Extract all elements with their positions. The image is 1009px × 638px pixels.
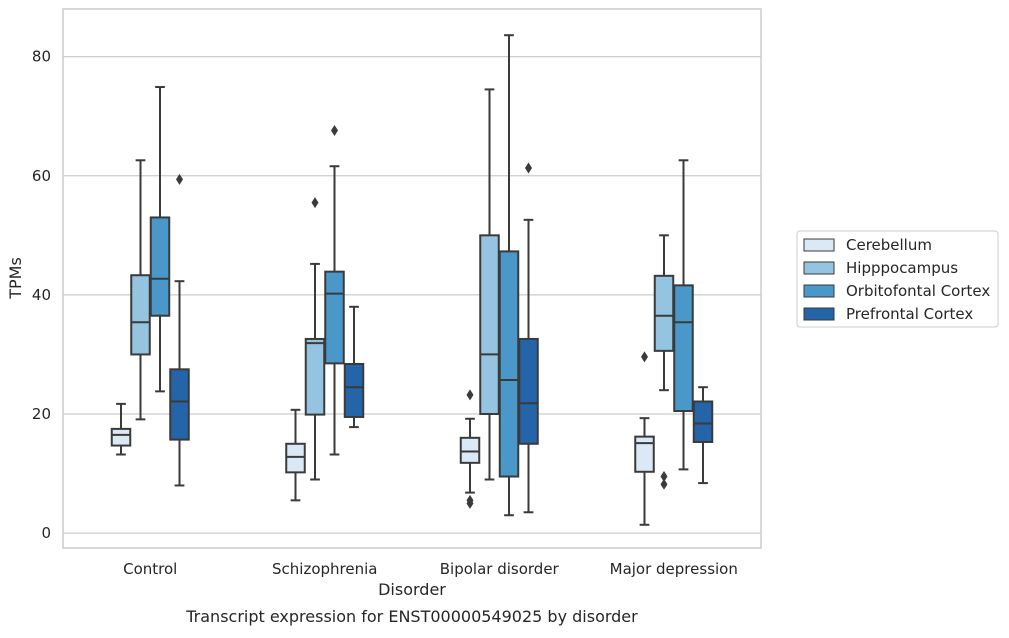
- box-orbitofontal-cortex: [149, 86, 171, 393]
- legend-label: Cerebellum: [846, 236, 932, 254]
- plot-frame: [62, 8, 762, 549]
- box-hipppocampus: [479, 88, 500, 481]
- x-tick-label: Schizophrenia: [272, 560, 377, 578]
- x-tick-label: Control: [123, 560, 177, 578]
- legend-item: Cerebellum: [803, 236, 932, 254]
- x-tick-label: Bipolar disorder: [440, 560, 560, 578]
- outlier-point: [525, 162, 532, 174]
- iqr-box: [343, 362, 365, 418]
- legend-swatch: [803, 261, 835, 275]
- y-tick-label: 20: [32, 405, 51, 423]
- box-hipppocampus: [130, 159, 151, 421]
- legend: Cerebellum Hipppocampus Orbitofontal Corte…: [796, 230, 999, 328]
- box-cerebellum: [110, 402, 132, 456]
- box-orbitofontal-cortex: [324, 124, 345, 456]
- legend-label: Orbitofontal Cortex: [846, 282, 990, 300]
- outlier-point: [660, 471, 668, 483]
- y-tick-label: 40: [32, 286, 51, 304]
- outlier-point: [311, 197, 319, 209]
- legend-label: Prefrontal Cortex: [846, 305, 973, 323]
- iqr-box: [324, 270, 345, 365]
- iqr-box: [479, 234, 500, 415]
- figure-caption: Transcript expression for ENST0000054902…: [185, 607, 638, 626]
- x-axis-label: Disorder: [378, 580, 446, 599]
- iqr-box: [634, 435, 655, 473]
- iqr-box: [130, 274, 151, 356]
- box-hipppocampus: [304, 197, 326, 481]
- y-tick-label: 80: [32, 48, 51, 66]
- legend-item: Orbitofontal Cortex: [803, 282, 990, 300]
- x-tick-label: Major depression: [610, 560, 738, 578]
- iqr-box: [459, 436, 481, 464]
- legend-frame: [796, 230, 999, 328]
- y-axis-label: TPMs: [6, 257, 25, 300]
- iqr-box: [518, 337, 539, 445]
- box-orbitofontal-cortex: [673, 159, 694, 471]
- y-tick-label: 60: [32, 167, 51, 185]
- outlier-point: [466, 494, 474, 506]
- iqr-box: [169, 368, 190, 441]
- outlier-point: [331, 124, 338, 136]
- outlier-point: [466, 389, 474, 401]
- x-tick-labels: Control Schizophrenia Bipolar disorder Majo…: [123, 560, 738, 578]
- legend-swatch: [803, 238, 835, 252]
- iqr-box: [653, 274, 675, 352]
- legend-item: Hipppocampus: [803, 259, 958, 277]
- y-tick-labels: 0 20 40 60 80: [32, 48, 51, 542]
- plot-boxes: [110, 34, 714, 526]
- box-prefrontal-cortex: [518, 162, 539, 514]
- outlier-point: [660, 478, 668, 490]
- iqr-box: [149, 216, 171, 317]
- legend-label: Hipppocampus: [846, 259, 958, 277]
- iqr-box: [673, 284, 694, 413]
- box-cerebellum: [634, 351, 655, 526]
- box-cerebellum: [459, 389, 481, 509]
- iqr-box: [285, 442, 306, 474]
- iqr-box: [110, 427, 132, 447]
- iqr-box: [692, 400, 714, 443]
- box-hipppocampus: [653, 234, 675, 490]
- iqr-box: [498, 250, 520, 478]
- box-prefrontal-cortex: [692, 386, 714, 485]
- outlier-point: [641, 351, 648, 363]
- legend-swatch: [803, 307, 835, 321]
- box-prefrontal-cortex: [343, 305, 365, 429]
- iqr-box: [304, 337, 326, 416]
- legend-item: Prefrontal Cortex: [803, 305, 973, 323]
- y-tick-label: 0: [41, 524, 51, 542]
- box-prefrontal-cortex: [169, 173, 190, 487]
- box-orbitofontal-cortex: [498, 34, 520, 517]
- legend-swatch: [803, 284, 835, 298]
- outlier-point: [176, 173, 183, 185]
- box-cerebellum: [285, 408, 306, 502]
